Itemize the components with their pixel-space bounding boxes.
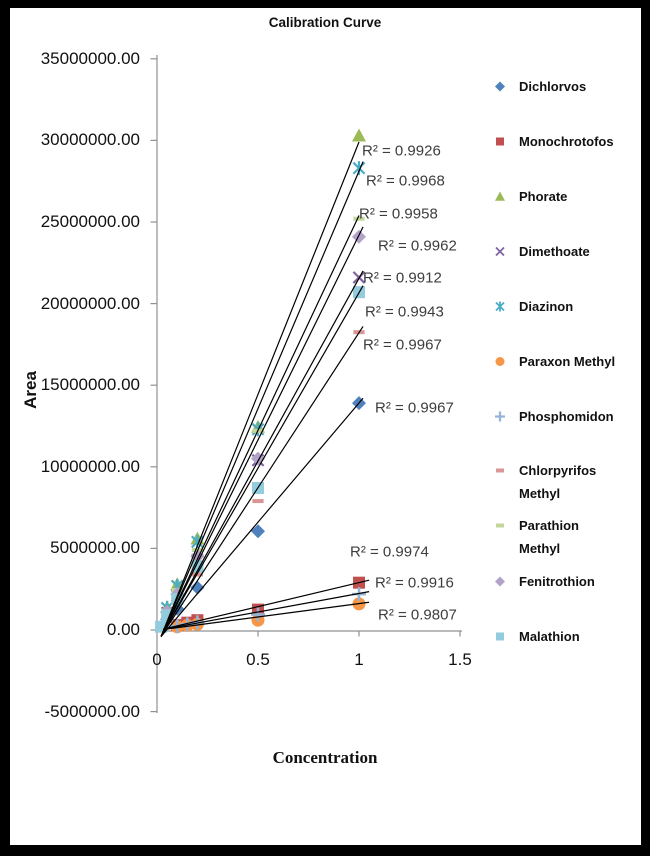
chart-title: Calibration Curve: [268, 15, 382, 30]
legend-item-fenitrothion: Fenitrothion: [488, 570, 595, 593]
legend-item-malathion: Malathion: [488, 625, 580, 648]
x-icon: [495, 246, 505, 256]
trendline-phorate: [160, 141, 360, 637]
legend-label-line: Malathion: [519, 628, 580, 644]
series-parathion-methyl: [161, 216, 365, 613]
trendline-phosphomidon: [162, 591, 370, 630]
trendline-diazinon: [160, 161, 364, 637]
legend-label-line: Dimethoate: [519, 243, 590, 259]
legend-label: Paraxon Methyl: [519, 350, 615, 373]
y-tick-label: 25000000.00: [40, 212, 140, 231]
y-tick-label: 20000000.00: [40, 293, 140, 313]
legend-label-line: Dichlorvos: [519, 78, 587, 94]
legend-label: Parathion Methyl: [519, 514, 579, 560]
x-tick-label: 1: [354, 650, 364, 669]
x-tick-label: 1.5: [448, 650, 472, 669]
legend: Dichlorvos Monochrotofos Phorate Dimethoate…: [488, 0, 650, 856]
trendline-chlorpyrifos-methyl: [160, 326, 364, 637]
legend-label: Diazinon: [519, 295, 573, 318]
y-tick-label: 0.00: [106, 620, 140, 639]
square-icon: [496, 137, 504, 145]
legend-item-phosphomidon: Phosphomidon: [488, 405, 614, 428]
r2-label-phorate: R² = 0.9926: [362, 142, 441, 160]
trendline-malathion: [160, 285, 364, 637]
legend-label-line: Methyl: [519, 540, 561, 556]
x-tick-label: 0: [152, 650, 162, 669]
legend-item-dichlorvos: Dichlorvos: [488, 75, 586, 98]
legend-label: Dichlorvos: [519, 75, 586, 98]
legend-item-diazinon: Diazinon: [488, 295, 573, 318]
trendline-monochrotofos: [162, 579, 370, 630]
legend-label-line: Methyl: [519, 485, 561, 501]
r2-label-phosphomidon: R² = 0.9974: [350, 543, 429, 561]
legend-label: Fenitrothion: [519, 570, 595, 593]
legend-label-line: Phosphomidon: [519, 408, 614, 424]
trendline-dichlorvos: [160, 397, 364, 637]
legend-item-phorate: Phorate: [488, 185, 567, 208]
r2-label-dimethoate: R² = 0.9912: [363, 269, 442, 287]
r2-label-dichlorvos: R² = 0.9967: [375, 399, 454, 417]
legend-item-dimethoate: Dimethoate: [488, 240, 590, 263]
legend-label-line: Diazinon: [519, 298, 574, 314]
r2-label-fenitrothion: R² = 0.9962: [378, 237, 457, 255]
r2-label-parathion-methyl: R² = 0.9958: [359, 205, 438, 223]
diamond-icon: [495, 576, 505, 586]
legend-label-line: Phorate: [519, 188, 568, 204]
legend-label: Dimethoate: [519, 240, 590, 263]
x-axis-title: Concentration: [272, 748, 378, 767]
plus-icon: [495, 411, 505, 421]
triangle-icon: [495, 191, 505, 201]
legend-label-line: Chlorpyrifos: [519, 462, 597, 478]
legend-label: Phosphomidon: [519, 405, 614, 428]
legend-label: Monochrotofos: [519, 130, 614, 153]
legend-label-line: Paraxon Methyl: [519, 353, 616, 369]
dash-icon: [496, 468, 504, 472]
y-tick-label: 15000000.00: [40, 375, 140, 395]
trendline-dimethoate: [160, 270, 364, 637]
y-tick-label: 35000000.00: [40, 48, 140, 68]
trendline-paraxon-methyl: [162, 601, 370, 631]
legend-label-line: Monochrotofos: [519, 133, 614, 149]
y-tick-label: 10000000.00: [40, 456, 140, 476]
trendline-fenitrothion: [160, 226, 364, 637]
legend-item-paraxon-methyl: Paraxon Methyl: [488, 350, 615, 373]
legend-item-chlorpyrifos-methyl: Chlorpyrifos Methyl: [488, 459, 596, 505]
dash-icon: [496, 523, 504, 527]
r2-label-diazinon: R² = 0.9968: [366, 172, 445, 190]
trendline-parathion-methyl: [160, 215, 360, 637]
x-tick-label: 0.5: [246, 650, 270, 669]
y-tick-label: 30000000.00: [40, 130, 140, 150]
r2-label-monochrotofos: R² = 0.9916: [375, 574, 454, 592]
r2-label-malathion: R² = 0.9943: [365, 303, 444, 321]
square-icon: [496, 632, 504, 640]
r2-label-paraxon-methyl: R² = 0.9807: [378, 606, 457, 624]
asterisk-icon: [495, 301, 505, 311]
legend-item-monochrotofos: Monochrotofos: [488, 130, 614, 153]
r2-label-chlorpyrifos-methyl: R² = 0.9967: [363, 336, 442, 354]
diamond-icon: [495, 81, 505, 91]
legend-label: Chlorpyrifos Methyl: [519, 459, 596, 505]
legend-item-parathion-methyl: Parathion Methyl: [488, 514, 579, 560]
legend-label: Malathion: [519, 625, 580, 648]
circle-icon: [495, 356, 505, 366]
legend-label-line: Parathion: [519, 517, 579, 533]
legend-label-line: Fenitrothion: [519, 573, 595, 589]
y-tick-label: -5000000.00: [44, 701, 140, 721]
legend-label: Phorate: [519, 185, 567, 208]
y-tick-label: 5000000.00: [50, 538, 140, 558]
